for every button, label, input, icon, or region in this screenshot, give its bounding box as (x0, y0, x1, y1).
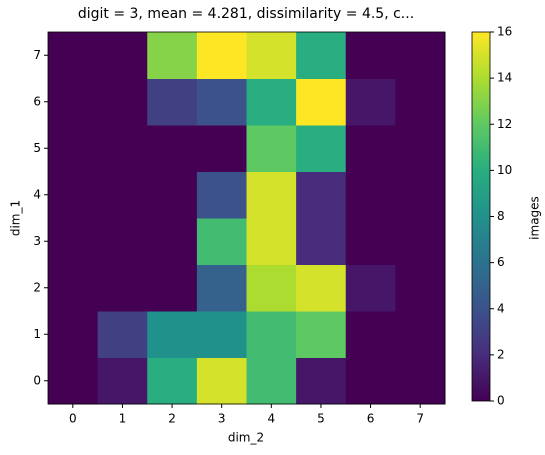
heatmap-cell (147, 78, 198, 126)
colorbar-tick-label: 0 (497, 394, 505, 408)
y-tick-label: 3 (33, 234, 41, 248)
heatmap-cell (246, 311, 297, 358)
y-tick-label: 2 (33, 280, 41, 294)
heatmap-cell (345, 264, 396, 312)
y-tick-label: 4 (33, 187, 41, 201)
heatmap-cell (345, 311, 396, 358)
heatmap-cell (196, 32, 247, 79)
heatmap-cell (395, 125, 446, 172)
heatmap-cell (395, 32, 446, 79)
heatmap-cell (345, 357, 396, 405)
heatmap-cell (97, 357, 148, 405)
heatmap-cell (97, 311, 148, 358)
heatmap-cell (196, 311, 247, 358)
y-tick-label: 0 (33, 373, 41, 387)
x-tick-label: 2 (168, 412, 176, 426)
colorbar-tick-label: 10 (497, 163, 512, 177)
y-tick-label: 5 (33, 141, 41, 155)
heatmap-cell (196, 171, 247, 219)
heatmap-cell (296, 32, 347, 79)
heatmap-cell (97, 32, 148, 79)
colorbar-tick-label: 16 (497, 25, 512, 39)
colorbar-tick-label: 8 (497, 209, 505, 223)
heatmap-cell (246, 264, 297, 312)
heatmap-cell (395, 171, 446, 219)
heatmap-cell (296, 171, 347, 219)
colorbar-tick-label: 4 (497, 301, 505, 315)
heatmap-cell (296, 311, 347, 358)
heatmap-cell (246, 171, 297, 219)
heatmap-cell (48, 171, 99, 219)
heatmap-cell (196, 218, 247, 265)
heatmap-cell (48, 264, 99, 312)
heatmap-cell (196, 264, 247, 312)
heatmap-cell (196, 78, 247, 126)
heatmap-cell (345, 78, 396, 126)
heatmap-cell (48, 125, 99, 172)
colorbar-label: images (528, 196, 542, 240)
heatmap-cell (147, 32, 198, 79)
y-tick-label: 7 (33, 48, 41, 62)
heatmap-cell (97, 125, 148, 172)
heatmap-cell (246, 218, 297, 265)
heatmap-cell (246, 78, 297, 126)
heatmap-cell (97, 264, 148, 312)
heatmap-cell (395, 264, 446, 312)
heatmap-cell (395, 218, 446, 265)
colorbar-tick-label: 2 (497, 347, 505, 361)
heatmap-cell (97, 171, 148, 219)
heatmap-cell (147, 125, 198, 172)
x-tick-label: 7 (416, 412, 424, 426)
x-tick-label: 3 (218, 412, 226, 426)
heatmap-cell (345, 171, 396, 219)
heatmap-cell (48, 357, 99, 405)
heatmap-cell (395, 357, 446, 405)
heatmap-cell (296, 125, 347, 172)
y-tick-label: 6 (33, 94, 41, 108)
x-tick-label: 4 (267, 412, 275, 426)
plot-frame (47, 31, 446, 405)
heatmap-cell (296, 357, 347, 405)
heatmap-cell (395, 78, 446, 126)
colorbar-tick-label: 12 (497, 117, 512, 131)
heatmap-cell (48, 32, 99, 79)
heatmap-cell (147, 311, 198, 358)
heatmap-cell (246, 32, 297, 79)
heatmap-cell (48, 78, 99, 126)
x-tick-label: 1 (119, 412, 127, 426)
x-axis-label: dim_2 (228, 431, 264, 445)
heatmap-cell (345, 218, 396, 265)
heatmap-cell (345, 32, 396, 79)
chart-title: digit = 3, mean = 4.281, dissimilarity =… (78, 6, 414, 22)
heatmap-cell (97, 78, 148, 126)
heatmap-cell (97, 218, 148, 265)
heatmap-cell (147, 357, 198, 405)
heatmap-cell (147, 171, 198, 219)
y-axis-label: dim_1 (9, 200, 23, 236)
heatmap-cell (296, 218, 347, 265)
y-tick-label: 1 (33, 327, 41, 341)
x-tick-label: 5 (317, 412, 325, 426)
heatmap-cell (48, 311, 99, 358)
colorbar-tick-label: 14 (497, 71, 512, 85)
heatmap-cell (395, 311, 446, 358)
heatmap-cell (246, 125, 297, 172)
heatmap-cell (147, 264, 198, 312)
colorbar (471, 31, 491, 402)
x-tick-label: 6 (367, 412, 375, 426)
heatmap-cell (147, 218, 198, 265)
heatmap-cell (196, 125, 247, 172)
heatmap-cell (296, 78, 347, 126)
x-tick-label: 0 (69, 412, 77, 426)
heatmap-cell (48, 218, 99, 265)
heatmap-cell (296, 264, 347, 312)
colorbar-tick-label: 6 (497, 255, 505, 269)
heatmap-cell (345, 125, 396, 172)
heatmap-cell (196, 357, 247, 405)
heatmap-cell (246, 357, 297, 405)
